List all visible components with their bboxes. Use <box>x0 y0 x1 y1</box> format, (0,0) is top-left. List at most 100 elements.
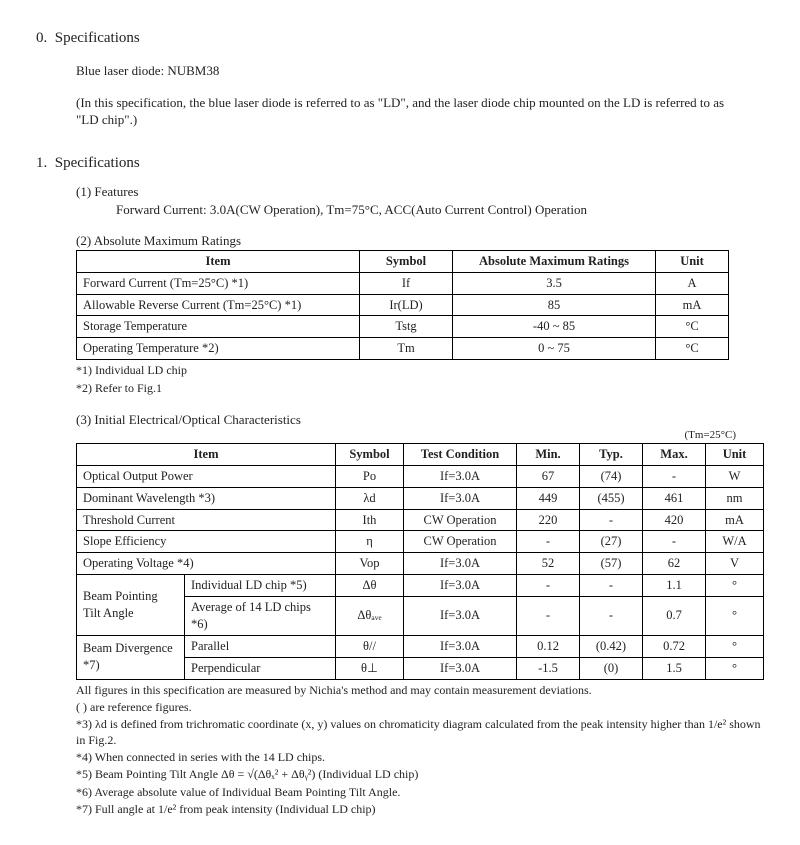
table3-cell: 0.12 <box>517 635 580 657</box>
table3-cell: 461 <box>643 487 706 509</box>
table3-header: Test Condition <box>404 443 517 465</box>
table3-cell: 0.7 <box>643 597 706 636</box>
table3-cell: -1.5 <box>517 657 580 679</box>
table3-cell: θ⊥ <box>336 657 404 679</box>
table3-cell: If=3.0A <box>404 657 517 679</box>
table3-cell: - <box>580 509 643 531</box>
table3-cell: - <box>517 575 580 597</box>
table2-cell: -40 ~ 85 <box>453 316 656 338</box>
table3-cell: 0.72 <box>643 635 706 657</box>
table3-footnote: *7) Full angle at 1/e² from peak intensi… <box>76 801 764 817</box>
table3-cell: λd <box>336 487 404 509</box>
sec0-line2: (In this specification, the blue laser d… <box>76 94 736 129</box>
table3-cell: If=3.0A <box>404 597 517 636</box>
table3-cell: Po <box>336 465 404 487</box>
table3-cell: - <box>580 575 643 597</box>
sec1-sub1-text: Forward Current: 3.0A(CW Operation), Tm=… <box>116 201 764 219</box>
table3-header: Max. <box>643 443 706 465</box>
table2-header: Absolute Maximum Ratings <box>453 250 656 272</box>
table3-footnote: All figures in this specification are me… <box>76 682 764 698</box>
sec0-line1: Blue laser diode: NUBM38 <box>76 62 764 80</box>
table3-cell: V <box>706 553 764 575</box>
table3-cell: If=3.0A <box>404 487 517 509</box>
table2-cell: A <box>656 272 729 294</box>
table3-cell: W/A <box>706 531 764 553</box>
table3-cell: Dominant Wavelength *3) <box>77 487 336 509</box>
table3-cell: (57) <box>580 553 643 575</box>
table3-footnote: *4) When connected in series with the 14… <box>76 749 764 765</box>
sec1-title: Specifications <box>55 155 140 171</box>
table2-cell: Ir(LD) <box>360 294 453 316</box>
table2-note2: *2) Refer to Fig.1 <box>76 380 764 396</box>
table3-group-label: Beam Divergence *7) <box>77 635 185 679</box>
table3-footnote: *5) Beam Pointing Tilt Angle Δθ = √(Δθₓ²… <box>76 766 764 782</box>
table3-cell: If=3.0A <box>404 465 517 487</box>
table3-cell: ° <box>706 635 764 657</box>
table2-note1: *1) Individual LD chip <box>76 362 764 378</box>
table3-cell: Slope Efficiency <box>77 531 336 553</box>
table3-cell: If=3.0A <box>404 575 517 597</box>
table2-cell: mA <box>656 294 729 316</box>
table3-cell: Perpendicular <box>185 657 336 679</box>
table3-cell: ° <box>706 597 764 636</box>
table2-cell: Forward Current (Tm=25°C) *1) <box>77 272 360 294</box>
table3-cell: - <box>517 531 580 553</box>
table3-cell: Δθ <box>336 575 404 597</box>
table3-cell: 1.1 <box>643 575 706 597</box>
table2-cell: Storage Temperature <box>77 316 360 338</box>
table3-cell: If=3.0A <box>404 635 517 657</box>
table3-cell: Threshold Current <box>77 509 336 531</box>
table3-cell: CW Operation <box>404 509 517 531</box>
table2-label: (2) Absolute Maximum Ratings <box>76 232 764 250</box>
table3-cell: 449 <box>517 487 580 509</box>
table3-cell: Δθₐᵥₑ <box>336 597 404 636</box>
table3-cell: 67 <box>517 465 580 487</box>
table3-header: Item <box>77 443 336 465</box>
table2-cell: Tm <box>360 338 453 360</box>
table3-group-label: Beam Pointing Tilt Angle <box>77 575 185 636</box>
table3-cell: If=3.0A <box>404 553 517 575</box>
table2-header: Symbol <box>360 250 453 272</box>
sec1-num: 1. <box>36 155 47 171</box>
table3-cell: - <box>580 597 643 636</box>
table3-cell: - <box>643 531 706 553</box>
table2-cell: 0 ~ 75 <box>453 338 656 360</box>
table2-header: Unit <box>656 250 729 272</box>
table3-cell: (455) <box>580 487 643 509</box>
table3-cell: ° <box>706 575 764 597</box>
table2-cell: °C <box>656 338 729 360</box>
table3-cell: 1.5 <box>643 657 706 679</box>
table3-cell: - <box>643 465 706 487</box>
table3-condition: (Tm=25°C) <box>76 428 736 443</box>
table3-cell: mA <box>706 509 764 531</box>
table3-footnotes: All figures in this specification are me… <box>76 682 764 818</box>
sec1-sub1-label: (1) Features <box>76 183 764 201</box>
table3-cell: 62 <box>643 553 706 575</box>
sec0-num: 0. <box>36 30 47 46</box>
table3-header: Unit <box>706 443 764 465</box>
sec0-heading: 0. Specifications <box>36 28 764 48</box>
table3-footnote: *6) Average absolute value of Individual… <box>76 784 764 800</box>
sec0-title: Specifications <box>55 30 140 46</box>
table2-header: Item <box>77 250 360 272</box>
table2-cell: 85 <box>453 294 656 316</box>
table3-cell: η <box>336 531 404 553</box>
table3-cell: Operating Voltage *4) <box>77 553 336 575</box>
table3-cell: (74) <box>580 465 643 487</box>
table3-cell: Ith <box>336 509 404 531</box>
table2-cell: °C <box>656 316 729 338</box>
table3-cell: Individual LD chip *5) <box>185 575 336 597</box>
table3-cell: nm <box>706 487 764 509</box>
table3-cell: ° <box>706 657 764 679</box>
table3-cell: (27) <box>580 531 643 553</box>
table3-cell: 52 <box>517 553 580 575</box>
table3: ItemSymbolTest ConditionMin.Typ.Max.Unit… <box>76 443 764 680</box>
table2: ItemSymbolAbsolute Maximum RatingsUnit Fo… <box>76 250 729 360</box>
table3-cell: W <box>706 465 764 487</box>
table3-cell: 220 <box>517 509 580 531</box>
table2-cell: 3.5 <box>453 272 656 294</box>
table3-cell: Average of 14 LD chips *6) <box>185 597 336 636</box>
table3-cell: CW Operation <box>404 531 517 553</box>
table3-header: Symbol <box>336 443 404 465</box>
table3-cell: (0) <box>580 657 643 679</box>
